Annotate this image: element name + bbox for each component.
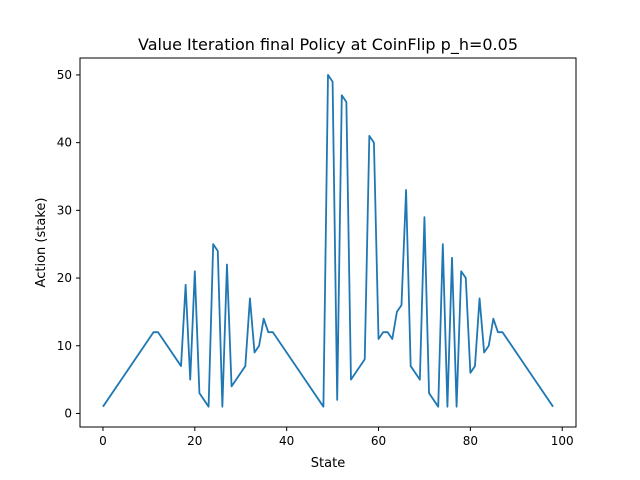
y-tick-label: 20 xyxy=(57,271,72,285)
y-tick-label: 50 xyxy=(57,68,72,82)
x-axis-label: State xyxy=(311,456,345,471)
x-axis: 0 20 40 60 80 100 xyxy=(99,427,574,448)
x-tick-label: 60 xyxy=(371,434,386,448)
y-axis-label: Action (stake) xyxy=(34,198,49,288)
x-tick-label: 0 xyxy=(99,434,107,448)
y-tick-label: 0 xyxy=(64,406,72,420)
series-line-0 xyxy=(102,74,554,408)
x-tick-label: 40 xyxy=(279,434,294,448)
x-tick-label: 80 xyxy=(463,434,478,448)
y-axis: 0 10 20 30 40 50 xyxy=(57,68,80,420)
plot-area xyxy=(79,57,577,428)
y-tick-label: 40 xyxy=(57,136,72,150)
x-tick-label: 100 xyxy=(551,434,574,448)
series-layer xyxy=(102,74,554,408)
plot-frame xyxy=(79,57,577,428)
y-tick-label: 10 xyxy=(57,339,72,353)
chart-title: Value Iteration final Policy at CoinFlip… xyxy=(138,35,518,55)
x-tick-label: 20 xyxy=(187,434,202,448)
y-tick-label: 30 xyxy=(57,203,72,217)
